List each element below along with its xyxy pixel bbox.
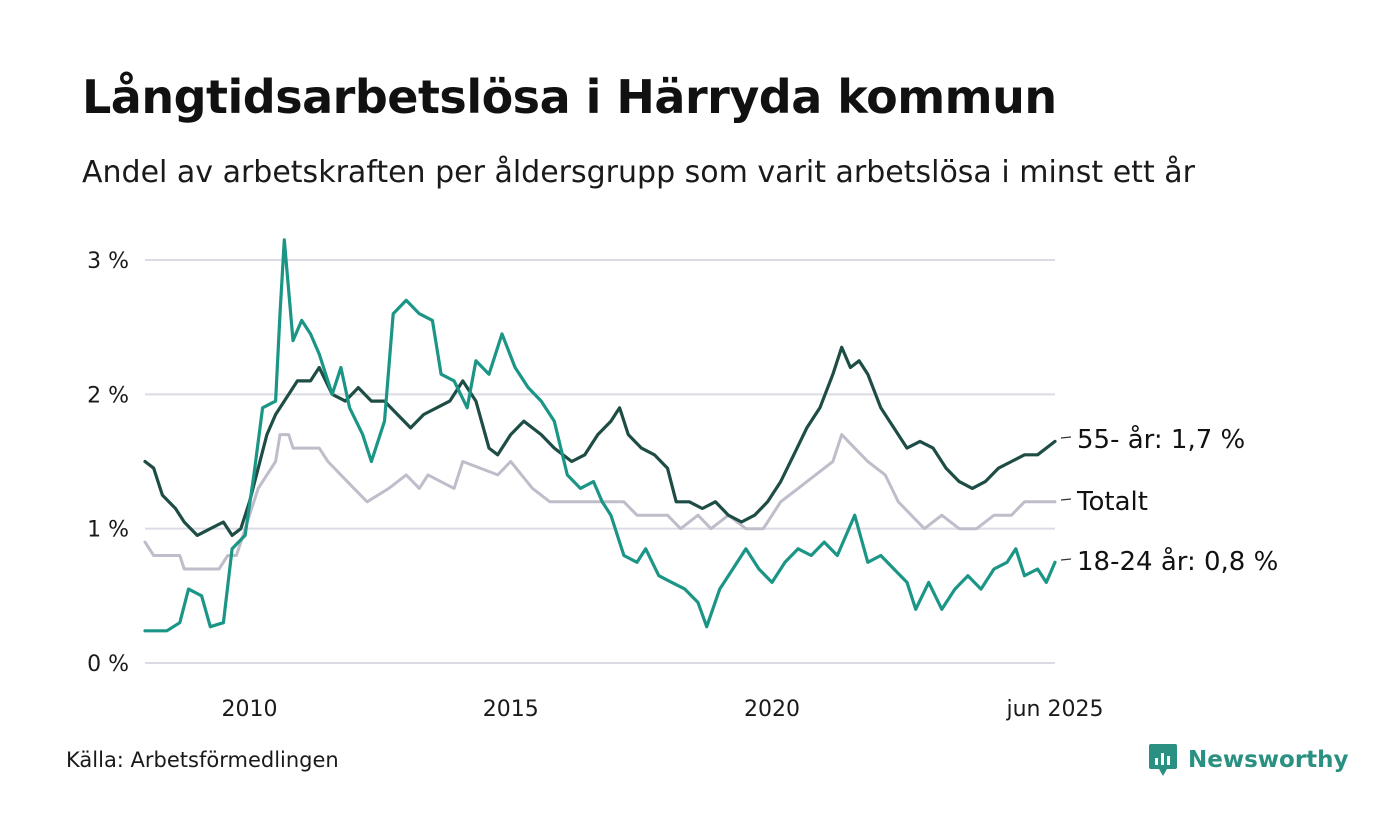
x-axis-tick-labels: 2010 2015 2020 jun 2025: [221, 697, 1103, 722]
y-tick-label: 1 %: [87, 518, 129, 543]
chart-subtitle: Andel av arbetskraften per åldersgrupp s…: [82, 155, 1195, 190]
brand-logo[interactable]: Newsworthy: [1148, 742, 1349, 778]
x-tick-label: 2015: [483, 697, 539, 722]
end-label-leader: [1060, 436, 1072, 439]
x-tick-label: 2020: [744, 697, 800, 722]
series-line: [143, 345, 1057, 537]
y-tick-label: 2 %: [87, 383, 129, 408]
y-tick-label: 0 %: [87, 652, 129, 677]
brand-name: Newsworthy: [1188, 747, 1349, 773]
y-axis-tick-labels: 0 % 1 % 2 % 3 %: [87, 249, 129, 677]
series-end-label: Totalt: [1076, 487, 1148, 517]
end-label-leader: [1060, 498, 1072, 501]
y-gridlines: [145, 259, 1055, 664]
newsworthy-logo-icon: [1149, 744, 1177, 776]
series-line: [143, 238, 1057, 633]
series-line: [143, 433, 1057, 571]
source-note: Källa: Arbetsförmedlingen: [66, 748, 339, 772]
series-end-label: 18-24 år: 0,8 %: [1077, 546, 1278, 577]
series-lines: [143, 238, 1057, 633]
series-end-labels: Totalt 55- år: 1,7 % 18-24 år: 0,8 %: [1060, 424, 1278, 577]
end-label-leader: [1060, 558, 1072, 561]
y-tick-label: 3 %: [87, 249, 129, 274]
x-tick-label: jun 2025: [1006, 697, 1104, 722]
series-end-label: 55- år: 1,7 %: [1077, 424, 1245, 455]
chart-title: Långtidsarbetslösa i Härryda kommun: [82, 70, 1057, 124]
x-tick-label: 2010: [221, 697, 277, 722]
